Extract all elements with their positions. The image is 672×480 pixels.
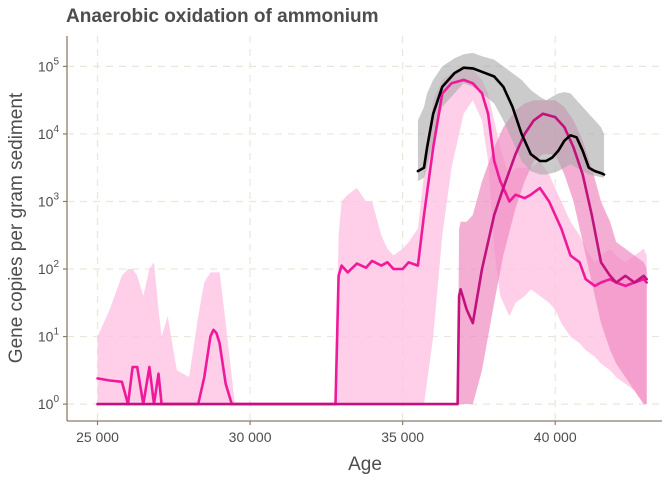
y-ticks: 100 101 102 103 104 105 [38,56,67,412]
chart-title: Anaerobic oxidation of ammonium [66,6,378,27]
series-2-band [417,52,604,182]
y-tick-label: 105 [38,56,60,74]
x-tick-label: 40 000 [534,429,577,445]
y-tick-label: 103 [38,191,60,209]
series-1-band [97,100,647,405]
x-tick-label: 35 000 [381,429,424,445]
series-2-line [416,66,606,176]
x-axis-label: Age [348,454,382,475]
y-tick-label: 104 [38,124,60,142]
x-tick-label: 30 000 [229,429,272,445]
y-tick-label: 101 [38,327,60,345]
series-lines [96,66,648,406]
y-tick-label: 100 [38,394,60,412]
series-1-line [96,112,648,406]
x-ticks: 25 000 30 000 35 000 40 000 [76,421,577,445]
y-axis-label: Gene copies per gram sediment [6,92,27,363]
series-0-band [97,66,647,405]
axes [66,36,662,422]
y-tick-label: 102 [38,259,60,277]
confidence-bands [97,52,647,405]
x-tick-label: 25 000 [76,429,119,445]
